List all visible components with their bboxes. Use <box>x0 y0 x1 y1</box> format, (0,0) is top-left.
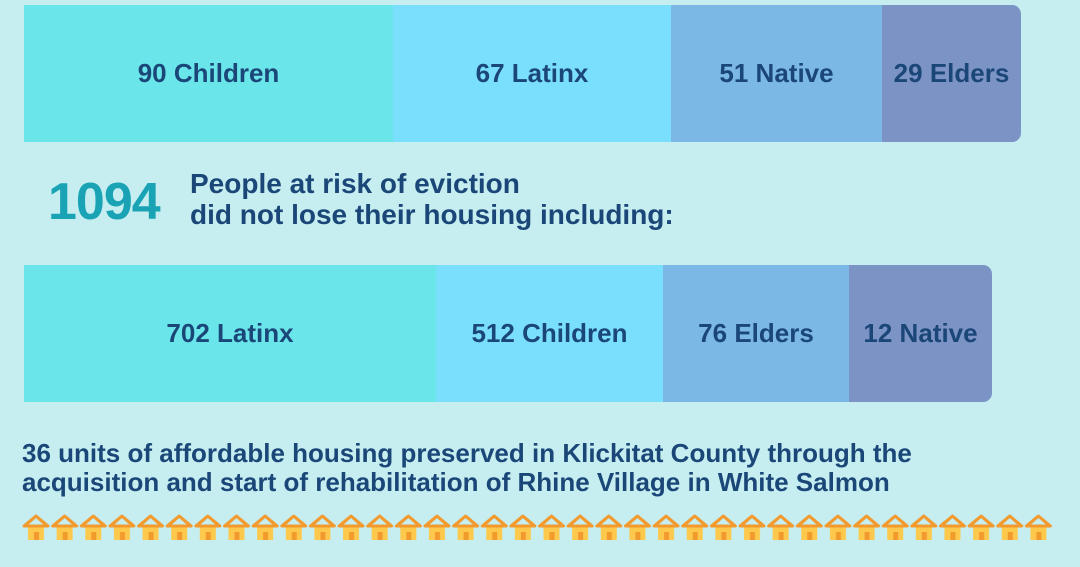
stat-text: did not lose their housing including: <box>190 199 674 230</box>
stat-number: 1094 <box>48 173 161 231</box>
segment: 29 Elders <box>882 5 1021 142</box>
stat-text: People at risk of eviction <box>190 168 520 199</box>
segment: 12 Native <box>849 265 992 402</box>
footer-text: 36 units of affordable housing preserved… <box>22 438 912 468</box>
segment: 512 Children <box>436 265 663 402</box>
segment: 76 Elders <box>663 265 849 402</box>
house-row <box>22 513 1053 543</box>
segment: 67 Latinx <box>393 5 671 142</box>
segment: 51 Native <box>671 5 882 142</box>
footer-text: acquisition and start of rehabilitation … <box>22 467 890 497</box>
segment: 90 Children <box>24 5 393 142</box>
bottom-bar: 702 Latinx 512 Children 76 Elders 12 Nat… <box>24 265 992 402</box>
house-icons <box>22 513 1053 543</box>
top-bar: 90 Children 67 Latinx 51 Native 29 Elder… <box>24 5 1021 142</box>
segment: 702 Latinx <box>24 265 436 402</box>
